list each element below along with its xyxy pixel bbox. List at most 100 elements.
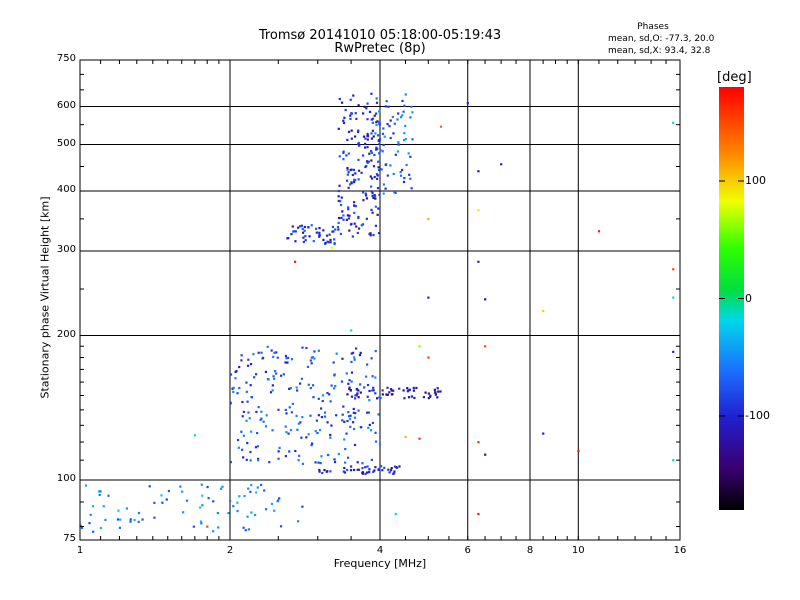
echo-point bbox=[312, 396, 315, 399]
echo-point bbox=[343, 116, 346, 119]
echo-point bbox=[349, 469, 353, 472]
echo-point bbox=[367, 411, 371, 414]
echo-point bbox=[378, 396, 381, 399]
echo-point bbox=[350, 329, 353, 332]
echo-point bbox=[229, 373, 233, 376]
echo-point bbox=[402, 389, 405, 392]
echo-point bbox=[369, 185, 373, 188]
echo-point bbox=[439, 390, 442, 393]
echo-point bbox=[241, 400, 244, 404]
echo-point bbox=[343, 420, 346, 423]
echo-point bbox=[374, 224, 378, 227]
echo-point bbox=[379, 149, 382, 152]
echo-point bbox=[268, 461, 271, 464]
echo-point bbox=[384, 105, 387, 108]
echo-point bbox=[321, 399, 324, 403]
echo-point bbox=[394, 153, 397, 156]
echo-point bbox=[352, 411, 355, 414]
echo-point bbox=[263, 489, 266, 492]
echo-point bbox=[360, 426, 363, 429]
echo-point bbox=[229, 402, 232, 405]
echo-point bbox=[385, 393, 388, 396]
echo-point bbox=[378, 193, 381, 197]
echo-point bbox=[80, 526, 84, 530]
echo-point bbox=[104, 518, 107, 522]
echo-point bbox=[380, 168, 383, 171]
echo-point bbox=[336, 225, 340, 229]
echo-point bbox=[542, 432, 545, 435]
echo-point bbox=[348, 387, 351, 391]
echo-point bbox=[370, 357, 373, 360]
echo-point bbox=[221, 485, 224, 488]
echo-point bbox=[345, 432, 348, 435]
echo-point bbox=[266, 345, 269, 348]
echo-point bbox=[297, 459, 300, 462]
echo-point bbox=[317, 414, 320, 417]
echo-point bbox=[300, 377, 304, 380]
x-tick-label: 1 bbox=[76, 545, 84, 556]
echo-point bbox=[148, 485, 151, 488]
x-tick-label: 8 bbox=[526, 545, 534, 556]
echo-point bbox=[329, 400, 332, 403]
echo-point bbox=[343, 461, 347, 464]
echo-point bbox=[372, 389, 375, 392]
echo-point bbox=[374, 466, 377, 469]
echo-point bbox=[302, 240, 305, 244]
echo-point bbox=[373, 469, 376, 472]
echo-point bbox=[352, 94, 355, 97]
echo-point bbox=[340, 196, 343, 199]
echo-point bbox=[394, 512, 397, 516]
echo-point bbox=[229, 460, 232, 464]
echo-point bbox=[377, 139, 380, 143]
echo-point bbox=[320, 455, 323, 458]
echo-point bbox=[342, 218, 345, 221]
echo-point bbox=[333, 373, 336, 376]
echo-point bbox=[250, 430, 253, 433]
echo-point bbox=[411, 111, 414, 114]
echo-point bbox=[370, 92, 373, 95]
echo-point bbox=[247, 528, 250, 531]
echo-point bbox=[245, 419, 248, 422]
echo-point bbox=[280, 374, 283, 377]
echo-point bbox=[357, 227, 361, 230]
echo-point bbox=[240, 430, 243, 433]
echo-point bbox=[206, 485, 209, 489]
echo-point bbox=[377, 169, 381, 172]
echo-point bbox=[397, 112, 400, 115]
echo-point bbox=[165, 498, 168, 501]
echo-point bbox=[353, 416, 357, 419]
echo-point bbox=[253, 513, 257, 517]
echo-point bbox=[232, 390, 235, 394]
echo-point bbox=[384, 187, 387, 190]
echo-point bbox=[323, 468, 326, 472]
echo-point bbox=[326, 240, 329, 243]
echo-point bbox=[338, 155, 341, 158]
echo-point bbox=[357, 215, 360, 219]
echo-point bbox=[319, 407, 323, 410]
data-points bbox=[79, 92, 675, 533]
echo-point bbox=[329, 433, 332, 437]
echo-point bbox=[366, 395, 369, 398]
echo-point bbox=[348, 418, 352, 421]
echo-point bbox=[255, 410, 258, 414]
echo-point bbox=[312, 384, 315, 387]
echo-point bbox=[249, 384, 252, 387]
echo-point bbox=[386, 386, 389, 389]
echo-point bbox=[347, 206, 350, 209]
echo-point bbox=[429, 394, 432, 397]
echo-point bbox=[434, 393, 437, 396]
echo-point bbox=[301, 346, 304, 349]
echo-point bbox=[285, 357, 288, 360]
echo-point bbox=[349, 223, 353, 226]
echo-point bbox=[269, 391, 273, 394]
y-tick-label: 600 bbox=[56, 99, 76, 111]
echo-point bbox=[313, 350, 316, 353]
echo-point bbox=[250, 395, 253, 399]
echo-point bbox=[211, 530, 215, 533]
echo-point bbox=[372, 233, 375, 237]
echo-point bbox=[271, 429, 274, 432]
echo-point bbox=[342, 405, 345, 408]
echo-point bbox=[361, 154, 365, 157]
echo-point bbox=[672, 268, 675, 271]
echo-point bbox=[364, 472, 367, 475]
